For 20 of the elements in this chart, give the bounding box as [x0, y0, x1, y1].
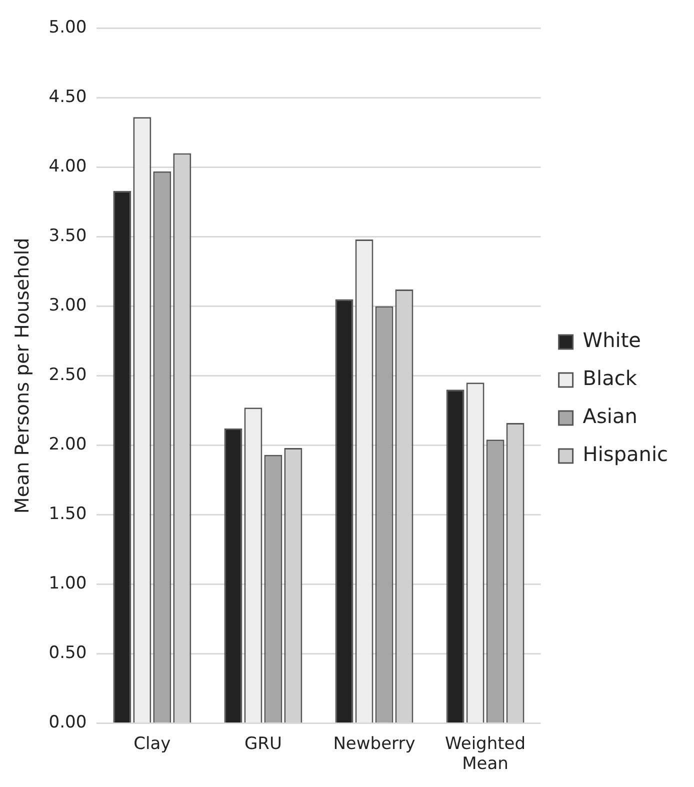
x-tick-label: GRU: [244, 734, 282, 754]
y-axis-title: Mean Persons per Household: [11, 238, 34, 514]
y-tick-label: 4.50: [48, 87, 87, 108]
legend-label: Asian: [582, 404, 638, 428]
y-tick-label: 2.00: [48, 434, 87, 455]
legend-label: Black: [582, 366, 638, 390]
legend-label: Hispanic: [582, 442, 668, 466]
y-tick-label: 3.00: [48, 296, 87, 316]
y-tick-label: 2.50: [48, 365, 87, 386]
x-tick-label: Newberry: [333, 734, 416, 754]
y-tick-label: 0.00: [48, 712, 87, 733]
y-tick-label: 0.50: [48, 643, 87, 664]
y-tick-label: 5.00: [48, 18, 87, 38]
y-tick-label: 3.50: [48, 226, 87, 246]
y-tick-label: 1.00: [48, 574, 87, 594]
x-tick-label: Clay: [134, 734, 171, 754]
x-tick-label: Weighted Mean: [445, 734, 526, 774]
legend-label: White: [582, 328, 641, 352]
y-tick-label: 1.50: [48, 504, 87, 524]
y-tick-label: 4.00: [48, 156, 87, 177]
